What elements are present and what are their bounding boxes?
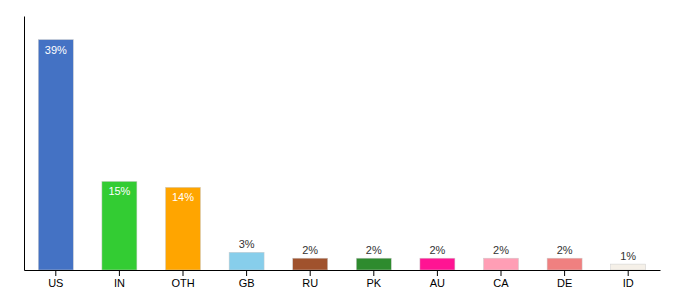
bar bbox=[166, 187, 201, 270]
x-tick-label: US bbox=[48, 277, 63, 289]
data-label: 2% bbox=[429, 244, 445, 256]
x-tick-mark bbox=[55, 270, 56, 276]
plot: US IN OTH GB RU PK AU CA DE ID 39% 15% 14% 3% 2% 2% 2% 2%… bbox=[25, 17, 661, 289]
x-tick: IN bbox=[114, 270, 125, 289]
x-tick-mark bbox=[373, 270, 374, 276]
bar bbox=[293, 258, 328, 270]
x-tick-label: OTH bbox=[171, 277, 194, 289]
x-tick-label: GB bbox=[239, 277, 255, 289]
bar bbox=[420, 258, 455, 270]
chart: US IN OTH GB RU PK AU CA DE ID 39% 15% 14% 3% 2% 2% 2% 2%… bbox=[0, 0, 680, 300]
x-tick-label: PK bbox=[366, 277, 381, 289]
data-label: 1% bbox=[620, 250, 636, 262]
bar bbox=[102, 181, 137, 270]
y-axis-line bbox=[24, 17, 25, 271]
x-tick-label: CA bbox=[493, 277, 509, 289]
x-tick-mark bbox=[628, 270, 629, 276]
x-tick-mark bbox=[310, 270, 311, 276]
data-label: 15% bbox=[108, 185, 130, 197]
x-tick-label: ID bbox=[623, 277, 634, 289]
x-tick-mark bbox=[246, 270, 247, 276]
x-tick: CA bbox=[493, 270, 509, 289]
data-label: 3% bbox=[239, 238, 255, 250]
data-labels: 39% 15% 14% 3% 2% 2% 2% 2% 2% 1% bbox=[45, 44, 637, 262]
x-tick: DE bbox=[557, 270, 572, 289]
bar bbox=[547, 258, 582, 270]
x-tick-label: AU bbox=[430, 277, 445, 289]
x-tick: ID bbox=[623, 270, 634, 289]
data-label: 2% bbox=[493, 244, 509, 256]
x-tick: GB bbox=[239, 270, 255, 289]
x-tick-mark bbox=[437, 270, 438, 276]
x-tick: AU bbox=[430, 270, 445, 289]
data-label: 39% bbox=[45, 44, 67, 56]
x-tick-mark bbox=[564, 270, 565, 276]
bar bbox=[38, 40, 73, 270]
bar bbox=[356, 258, 391, 270]
x-tick-label: DE bbox=[557, 277, 572, 289]
data-label: 14% bbox=[172, 191, 194, 203]
data-label: 2% bbox=[302, 244, 318, 256]
bar bbox=[484, 258, 519, 270]
x-tick: RU bbox=[302, 270, 318, 289]
x-tick-label: IN bbox=[114, 277, 125, 289]
x-axis: US IN OTH GB RU PK AU CA DE ID bbox=[25, 270, 661, 289]
bars bbox=[38, 40, 645, 270]
x-tick-mark bbox=[501, 270, 502, 276]
x-tick-mark bbox=[183, 270, 184, 276]
x-tick-mark bbox=[119, 270, 120, 276]
bar bbox=[229, 252, 264, 270]
y-axis bbox=[24, 17, 25, 271]
x-tick: OTH bbox=[171, 270, 194, 289]
x-tick: US bbox=[48, 270, 63, 289]
data-label: 2% bbox=[557, 244, 573, 256]
data-label: 2% bbox=[366, 244, 382, 256]
x-tick-label: RU bbox=[302, 277, 318, 289]
x-tick: PK bbox=[366, 270, 381, 289]
bar bbox=[611, 264, 646, 270]
